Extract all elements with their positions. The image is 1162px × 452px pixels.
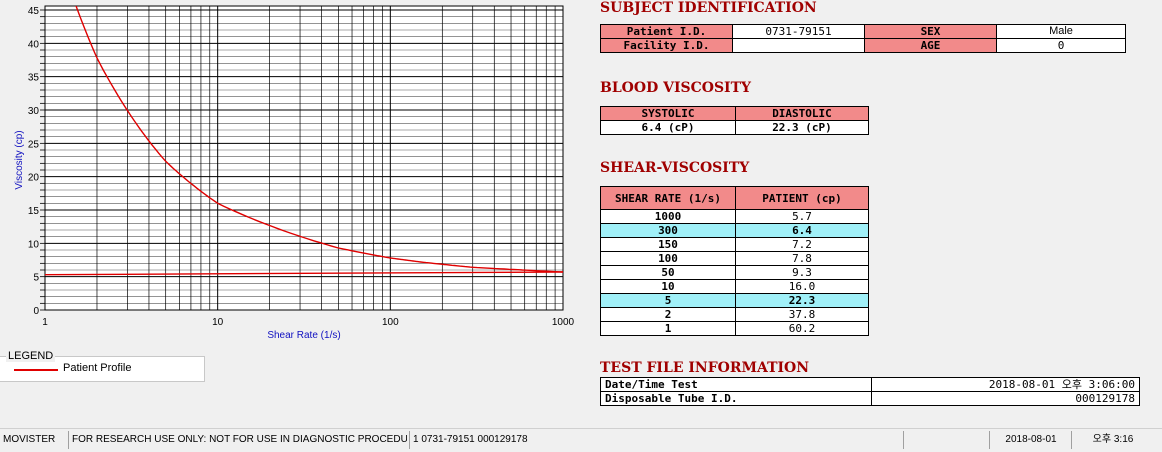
patient-value-cell: 7.2 — [735, 237, 869, 252]
viscosity-chart: 0 5 10 15 20 25 30 35 40 45 1 10 100 1000 Shear Rate (… — [0, 0, 590, 345]
y-tick-label: 30 — [28, 106, 40, 117]
status-date: 2018-08-01 — [989, 431, 1069, 449]
diastolic-label: DIASTOLIC — [735, 106, 869, 121]
plot-area — [44, 5, 564, 311]
report-panel: SUBJECT IDENTIFICATION Patient I.D. 0731… — [600, 0, 1162, 420]
y-tick-label: 45 — [28, 6, 40, 17]
testfile-table: Date/Time Test 2018-08-01 오후 3:06:00 Dis… — [600, 377, 1140, 406]
status-app: MOVISTER — [3, 434, 56, 445]
x-tick-label: 1 — [42, 317, 48, 328]
shear-rate-cell: 100 — [600, 251, 736, 266]
x-tick-label: 10 — [212, 317, 224, 328]
y-tick-label: 0 — [33, 306, 39, 317]
shear-rate-cell: 300 — [600, 223, 736, 238]
status-record: 1 0731-79151 000129178 — [409, 431, 903, 449]
shear-table: SHEAR RATE (1/s) PATIENT (cp) 1000 5.7 300… — [600, 186, 869, 336]
blood-table: SYSTOLIC DIASTOLIC 6.4 (cP) 22.3 (cP) — [600, 106, 869, 135]
shear-row: 150 7.2 — [600, 237, 869, 252]
facility-value — [732, 38, 865, 53]
facility-label: Facility I.D. — [600, 38, 733, 53]
shear-col-rate: SHEAR RATE (1/s) — [600, 186, 736, 210]
age-label: AGE — [864, 38, 997, 53]
patient-id-value: 0731-79151 — [732, 24, 865, 39]
date-label: Date/Time Test — [600, 377, 872, 392]
shear-rate-cell: 50 — [600, 265, 736, 280]
shear-rate-cell: 10 — [600, 279, 736, 294]
status-empty — [903, 431, 987, 449]
shear-rate-cell: 1000 — [600, 209, 736, 224]
x-axis-label: Shear Rate (1/s) — [267, 330, 340, 341]
patient-value-cell: 22.3 — [735, 293, 869, 308]
subject-table: Patient I.D. 0731-79151 SEX Male Facilit… — [600, 24, 1126, 53]
patient-value-cell: 5.7 — [735, 209, 869, 224]
patient-value-cell: 16.0 — [735, 279, 869, 294]
x-tick-label: 1000 — [552, 317, 575, 328]
legend-item-label: Patient Profile — [63, 362, 132, 374]
y-tick-label: 40 — [28, 39, 40, 50]
status-notice: FOR RESEARCH USE ONLY: NOT FOR USE IN DI… — [68, 431, 407, 449]
legend-title: LEGEND — [6, 350, 56, 362]
patient-value-cell: 7.8 — [735, 251, 869, 266]
subject-title: SUBJECT IDENTIFICATION — [600, 0, 817, 16]
shear-row: 10 16.0 — [600, 279, 869, 294]
shear-rate-cell: 5 — [600, 293, 736, 308]
patient-value-cell: 9.3 — [735, 265, 869, 280]
x-tick-label: 100 — [382, 317, 399, 328]
patient-value-cell: 37.8 — [735, 307, 869, 322]
series-line-1 — [45, 271, 563, 276]
sex-label: SEX — [864, 24, 997, 39]
shear-row: 100 7.8 — [600, 251, 869, 266]
tube-value: 000129178 — [871, 391, 1140, 406]
shear-row: 50 9.3 — [600, 265, 869, 280]
shear-row: 5 22.3 — [600, 293, 869, 308]
legend-swatch — [14, 369, 58, 371]
shear-col-patient: PATIENT (cp) — [735, 186, 869, 210]
diastolic-value: 22.3 (cP) — [735, 120, 869, 135]
age-value: 0 — [996, 38, 1126, 53]
shear-row: 1 60.2 — [600, 321, 869, 336]
patient-value-cell: 6.4 — [735, 223, 869, 238]
y-tick-label: 35 — [28, 73, 40, 84]
shear-row: 1000 5.7 — [600, 209, 869, 224]
status-bar: MOVISTER FOR RESEARCH USE ONLY: NOT FOR … — [0, 428, 1162, 452]
series-line-0 — [75, 6, 563, 273]
legend: LEGEND Patient Profile — [0, 350, 206, 382]
patient-value-cell: 60.2 — [735, 321, 869, 336]
tube-label: Disposable Tube I.D. — [600, 391, 872, 406]
shear-rate-cell: 2 — [600, 307, 736, 322]
chart-svg: 0 5 10 15 20 25 30 35 40 45 1 10 100 1000 Shear Rate (… — [14, 5, 575, 341]
shear-row: 300 6.4 — [600, 223, 869, 238]
y-tick-label: 5 — [33, 273, 39, 284]
shear-row: 2 37.8 — [600, 307, 869, 322]
systolic-value: 6.4 (cP) — [600, 120, 736, 135]
patient-id-label: Patient I.D. — [600, 24, 733, 39]
systolic-label: SYSTOLIC — [600, 106, 736, 121]
shear-rate-cell: 150 — [600, 237, 736, 252]
y-tick-label: 20 — [28, 173, 40, 184]
y-axis-label: Viscosity (cp) — [14, 130, 25, 189]
testfile-title: TEST FILE INFORMATION — [600, 360, 810, 376]
date-value: 2018-08-01 오후 3:06:00 — [871, 377, 1140, 392]
y-tick-label: 25 — [28, 139, 40, 150]
y-tick-label: 10 — [28, 239, 40, 250]
status-time: 오후 3:16 — [1071, 431, 1151, 449]
blood-title: BLOOD VISCOSITY — [600, 80, 752, 96]
sex-value: Male — [996, 24, 1126, 39]
y-tick-label: 15 — [28, 206, 40, 217]
shear-title: SHEAR-VISCOSITY — [600, 160, 750, 176]
shear-rate-cell: 1 — [600, 321, 736, 336]
